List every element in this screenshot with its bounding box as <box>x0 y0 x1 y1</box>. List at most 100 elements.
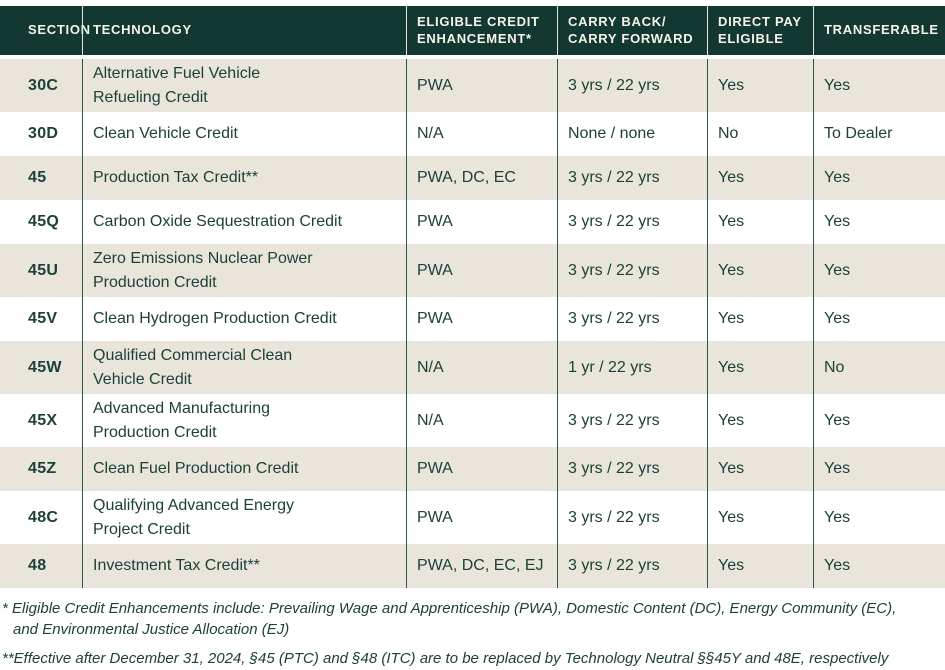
section-value: 45V <box>28 310 58 327</box>
transferable-value: Yes <box>824 411 851 429</box>
cell-section: 30C <box>0 59 82 112</box>
table-row: 45Z Clean Fuel Production Credit PWA 3 y… <box>0 447 945 491</box>
table-row: 45U Zero Emissions Nuclear Power Product… <box>0 244 945 297</box>
transferable-value: Yes <box>824 557 851 574</box>
cell-direct-pay-eligible: Yes <box>707 59 813 112</box>
cell-eligible-credit-enhancement: PWA <box>406 447 557 491</box>
cell-technology: Clean Vehicle Credit <box>82 112 406 156</box>
table-row: 45W Qualified Commercial Clean Vehicle C… <box>0 341 945 394</box>
cell-transferable: Yes <box>813 544 945 588</box>
carry-value: 3 yrs / 22 yrs <box>568 508 660 526</box>
cell-transferable: Yes <box>813 491 945 544</box>
carry-value: 3 yrs / 22 yrs <box>568 460 660 477</box>
cell-technology: Zero Emissions Nuclear Power Production … <box>82 244 406 297</box>
cell-transferable: Yes <box>813 394 945 447</box>
technology-value: Zero Emissions Nuclear Power Production … <box>93 249 313 291</box>
cell-technology: Investment Tax Credit** <box>82 544 406 588</box>
enhancement-value: PWA, DC, EC <box>417 169 516 186</box>
cell-technology: Alternative Fuel Vehicle Refueling Credi… <box>82 59 406 112</box>
enhancement-value: PWA <box>417 76 453 94</box>
cell-technology: Production Tax Credit** <box>82 156 406 200</box>
column-header-label: ELIGIBLE CREDIT ENHANCEMENT* <box>417 13 540 46</box>
technology-value: Advanced Manufacturing Production Credit <box>93 399 270 441</box>
column-header-label: TRANSFERABLE <box>824 22 939 38</box>
enhancement-value: N/A <box>417 125 444 142</box>
transferable-value: Yes <box>824 169 851 186</box>
cell-carry-back-forward: 3 yrs / 22 yrs <box>557 394 707 447</box>
column-header-transferable: TRANSFERABLE <box>813 6 945 55</box>
table-row: 30D Clean Vehicle Credit N/A None / none… <box>0 112 945 156</box>
cell-carry-back-forward: None / none <box>557 112 707 156</box>
cell-transferable: Yes <box>813 156 945 200</box>
cell-eligible-credit-enhancement: N/A <box>406 394 557 447</box>
cell-transferable: Yes <box>813 59 945 112</box>
direct-pay-value: Yes <box>718 358 745 376</box>
section-value: 48 <box>28 557 47 574</box>
carry-value: 1 yr / 22 yrs <box>568 358 652 376</box>
direct-pay-value: Yes <box>718 508 745 526</box>
cell-transferable: To Dealer <box>813 112 945 156</box>
technology-value: Production Tax Credit** <box>93 169 259 186</box>
cell-section: 45V <box>0 297 82 341</box>
cell-eligible-credit-enhancement: PWA, DC, EC <box>406 156 557 200</box>
direct-pay-value: Yes <box>718 460 745 477</box>
cell-carry-back-forward: 3 yrs / 22 yrs <box>557 59 707 112</box>
section-value: 45Z <box>28 460 57 477</box>
section-value: 45Q <box>28 213 60 230</box>
cell-carry-back-forward: 3 yrs / 22 yrs <box>557 447 707 491</box>
cell-direct-pay-eligible: Yes <box>707 244 813 297</box>
enhancement-value: N/A <box>417 411 444 429</box>
table-row: 30C Alternative Fuel Vehicle Refueling C… <box>0 59 945 112</box>
carry-value: 3 yrs / 22 yrs <box>568 310 660 327</box>
carry-value: 3 yrs / 22 yrs <box>568 557 660 574</box>
footnote-effective-date: **Effective after December 31, 2024, §45… <box>2 649 889 667</box>
table-row: 45 Production Tax Credit** PWA, DC, EC 3… <box>0 156 945 200</box>
transferable-value: Yes <box>824 460 851 477</box>
cell-transferable: No <box>813 341 945 394</box>
cell-section: 48C <box>0 491 82 544</box>
table-row: 45V Clean Hydrogen Production Credit PWA… <box>0 297 945 341</box>
section-value: 45W <box>28 358 62 376</box>
technology-value: Clean Hydrogen Production Credit <box>93 310 337 327</box>
direct-pay-value: Yes <box>718 169 745 186</box>
cell-technology: Qualifying Advanced Energy Project Credi… <box>82 491 406 544</box>
section-value: 48C <box>28 508 59 526</box>
cell-direct-pay-eligible: Yes <box>707 491 813 544</box>
carry-value: 3 yrs / 22 yrs <box>568 261 660 279</box>
carry-value: 3 yrs / 22 yrs <box>568 411 660 429</box>
table-row: 48 Investment Tax Credit** PWA, DC, EC, … <box>0 544 945 588</box>
transferable-value: Yes <box>824 310 851 327</box>
carry-value: None / none <box>568 125 656 142</box>
cell-direct-pay-eligible: Yes <box>707 200 813 244</box>
cell-carry-back-forward: 3 yrs / 22 yrs <box>557 244 707 297</box>
technology-value: Clean Vehicle Credit <box>93 125 238 142</box>
technology-value: Carbon Oxide Sequestration Credit <box>93 213 343 230</box>
cell-direct-pay-eligible: Yes <box>707 297 813 341</box>
cell-technology: Clean Hydrogen Production Credit <box>82 297 406 341</box>
enhancement-value: PWA <box>417 508 453 526</box>
cell-carry-back-forward: 3 yrs / 22 yrs <box>557 156 707 200</box>
footnote-eligible-credit-enhancements: * Eligible Credit Enhancements include: … <box>2 600 897 639</box>
transferable-value: Yes <box>824 508 851 526</box>
cell-direct-pay-eligible: Yes <box>707 544 813 588</box>
cell-carry-back-forward: 3 yrs / 22 yrs <box>557 544 707 588</box>
direct-pay-value: No <box>718 125 739 142</box>
direct-pay-value: Yes <box>718 557 745 574</box>
cell-technology: Advanced Manufacturing Production Credit <box>82 394 406 447</box>
cell-eligible-credit-enhancement: PWA <box>406 200 557 244</box>
technology-value: Clean Fuel Production Credit <box>93 460 299 477</box>
enhancement-value: N/A <box>417 358 444 376</box>
section-value: 45X <box>28 411 58 429</box>
footnotes: * Eligible Credit Enhancements include: … <box>0 598 945 669</box>
transferable-value: Yes <box>824 261 851 279</box>
enhancement-value: PWA, DC, EC, EJ <box>417 557 544 574</box>
cell-direct-pay-eligible: Yes <box>707 156 813 200</box>
cell-carry-back-forward: 3 yrs / 22 yrs <box>557 200 707 244</box>
cell-eligible-credit-enhancement: N/A <box>406 112 557 156</box>
table-row: 45Q Carbon Oxide Sequestration Credit PW… <box>0 200 945 244</box>
carry-value: 3 yrs / 22 yrs <box>568 213 660 230</box>
cell-technology: Carbon Oxide Sequestration Credit <box>82 200 406 244</box>
table-header-row: SECTION TECHNOLOGY ELIGIBLE CREDIT ENHAN… <box>0 6 945 55</box>
cell-eligible-credit-enhancement: PWA <box>406 244 557 297</box>
